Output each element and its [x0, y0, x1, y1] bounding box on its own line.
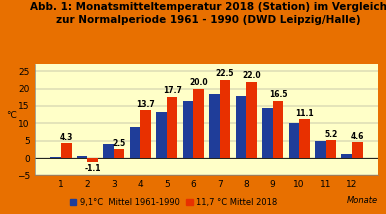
Bar	[273, 101, 283, 158]
Bar	[87, 158, 98, 162]
Legend: 9,1°C  Mittel 1961-1990, 11,7 °C Mittel 2018: 9,1°C Mittel 1961-1990, 11,7 °C Mittel 2…	[66, 194, 281, 210]
Text: 17.7: 17.7	[163, 86, 181, 95]
Text: -1.1: -1.1	[85, 164, 101, 173]
Text: 4.3: 4.3	[59, 133, 73, 142]
Text: Monate: Monate	[347, 196, 378, 205]
Text: 16.5: 16.5	[269, 90, 287, 99]
Bar	[61, 143, 71, 158]
Bar	[262, 108, 273, 158]
Bar	[326, 140, 336, 158]
Bar	[130, 128, 141, 158]
Bar	[167, 97, 178, 158]
Bar	[315, 141, 326, 158]
Y-axis label: °C: °C	[6, 111, 17, 120]
Text: 2.5: 2.5	[113, 139, 126, 148]
Bar	[235, 96, 246, 158]
Bar	[103, 144, 114, 158]
Text: 22.5: 22.5	[216, 70, 234, 79]
Bar	[114, 149, 124, 158]
Bar	[209, 94, 220, 158]
Text: 11.1: 11.1	[295, 109, 314, 118]
Text: 5.2: 5.2	[324, 130, 337, 139]
Bar	[183, 101, 193, 158]
Bar	[299, 119, 310, 158]
Bar	[342, 154, 352, 158]
Text: 13.7: 13.7	[136, 100, 155, 109]
Bar	[193, 89, 204, 158]
Text: Abb. 1: Monatsmitteltemperatur 2018 (Station) im Vergleich
zur Normalperiode 196: Abb. 1: Monatsmitteltemperatur 2018 (Sta…	[30, 2, 386, 25]
Text: 20.0: 20.0	[189, 78, 208, 87]
Bar	[352, 142, 363, 158]
Text: 22.0: 22.0	[242, 71, 261, 80]
Bar	[246, 82, 257, 158]
Bar	[289, 123, 299, 158]
Bar	[141, 110, 151, 158]
Bar	[220, 80, 230, 158]
Text: 4.6: 4.6	[351, 132, 364, 141]
Bar	[50, 157, 61, 158]
Bar	[77, 156, 87, 158]
Bar	[156, 112, 167, 158]
